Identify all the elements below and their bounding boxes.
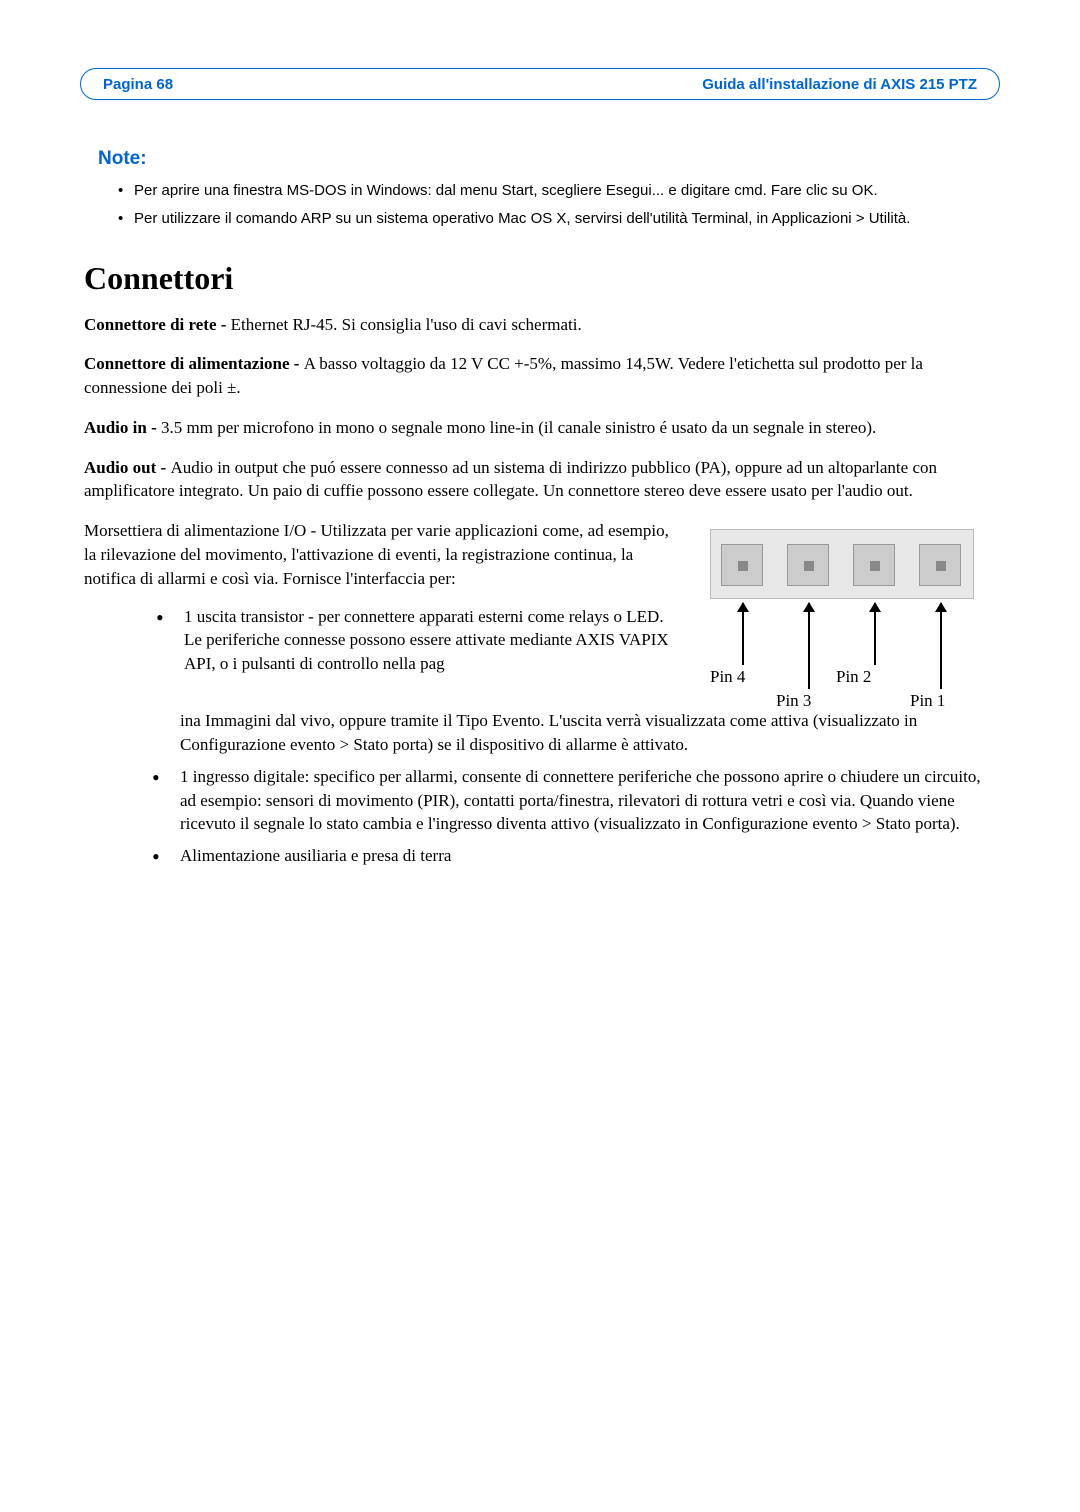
note-item: Per aprire una finestra MS-DOS in Window… [118, 180, 1000, 202]
connector-block [710, 529, 974, 599]
connector-hole [919, 544, 961, 586]
list-item-continuation: ina Immagini dal vivo, oppure tramite il… [150, 709, 1000, 757]
pin-label: Pin 4 [710, 667, 745, 687]
connector-hole [787, 544, 829, 586]
text: ina [180, 711, 205, 730]
text: L'uscita verrà visualizzata come [545, 711, 771, 730]
para-morsettiera: Morsettiera di alimentazione I/O - Utili… [84, 519, 680, 590]
morsettiera-sublist-top: 1 uscita transistor - per connettere app… [154, 605, 680, 676]
list-item: 1 uscita transistor - per connettere app… [154, 605, 680, 676]
pin-arrow [874, 603, 876, 665]
label: Morsettiera di alimentazione I/O - [84, 521, 321, 540]
text: ). [950, 814, 960, 833]
bold-text: attiva [771, 711, 809, 730]
text: cambia e l'ingresso diventa attivo (visu… [358, 814, 702, 833]
text: 3.5 mm per microfono in mono o segnale m… [161, 418, 876, 437]
document-title: Guida all'installazione di AXIS 215 PTZ [702, 76, 977, 93]
connector-hole [853, 544, 895, 586]
note-item: Per utilizzare il comando ARP su un sist… [118, 208, 1000, 230]
list-item: Alimentazione ausiliaria e presa di terr… [150, 844, 1000, 868]
morsettiera-text-col: Morsettiera di alimentazione I/O - Utili… [84, 519, 680, 709]
bold-text: stato [326, 814, 358, 833]
page: Pagina 68 Guida all'installazione di AXI… [0, 0, 1080, 916]
label: Audio in - [84, 418, 161, 437]
label: Audio out - [84, 458, 170, 477]
pin-label: Pin 3 [776, 691, 811, 711]
section-heading: Connettori [84, 260, 1000, 297]
pin-arrow [742, 603, 744, 665]
morsettiera-sublist: ina Immagini dal vivo, oppure tramite il… [150, 709, 1000, 868]
list-item: 1 ingresso digitale: specifico per allar… [150, 765, 1000, 836]
page-number: Pagina 68 [103, 76, 173, 93]
text: Alimentazione ausiliaria e presa di terr… [180, 846, 451, 865]
para-audio-out: Audio out - Audio in output che puó esse… [84, 456, 1000, 504]
page-header: Pagina 68 Guida all'installazione di AXI… [80, 68, 1000, 100]
label: Connettore di rete - [84, 315, 231, 334]
connector-inner [804, 561, 814, 571]
pin-arrow [808, 603, 810, 689]
connector-inner [870, 561, 880, 571]
morsettiera-row: Morsettiera di alimentazione I/O - Utili… [84, 519, 1000, 709]
pin-arrow [940, 603, 942, 689]
connector-hole [721, 544, 763, 586]
label: Connettore di alimentazione - [84, 354, 304, 373]
para-rete: Connettore di rete - Ethernet RJ-45. Si … [84, 313, 1000, 337]
note-list: Per aprire una finestra MS-DOS in Window… [118, 180, 1000, 230]
text: ) se il dispositivo di allarme è attivat… [428, 735, 689, 754]
text: 1 uscita transistor - per connettere app… [184, 607, 669, 674]
pin-diagram: Pin 4 Pin 3 Pin 2 Pin 1 [700, 519, 1000, 709]
connector-inner [936, 561, 946, 571]
text: oppure tramite il [335, 711, 457, 730]
text: Ethernet RJ-45. Si consiglia l'uso di ca… [231, 315, 582, 334]
bold-text: Configurazione evento > Stato porta [180, 735, 428, 754]
para-alimentazione: Connettore di alimentazione - A basso vo… [84, 352, 1000, 400]
text: (visualizzato in [809, 711, 918, 730]
pin-label: Pin 2 [836, 667, 871, 687]
para-audio-in: Audio in - 3.5 mm per microfono in mono … [84, 416, 1000, 440]
bold-text: Tipo Evento. [456, 711, 544, 730]
connector-inner [738, 561, 748, 571]
pin-label: Pin 1 [910, 691, 945, 711]
bold-text: Immagini dal vivo, [205, 711, 335, 730]
note-heading: Note: [98, 148, 1000, 170]
bold-text: Configurazione evento > Stato porta [702, 814, 950, 833]
text: Audio in output che puó essere connesso … [84, 458, 937, 501]
